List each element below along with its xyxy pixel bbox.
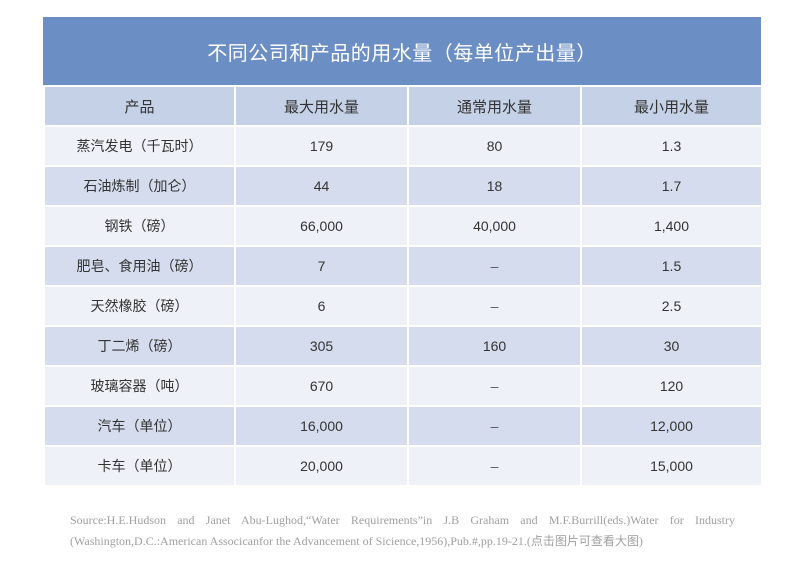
cell-max: 670 bbox=[234, 365, 409, 407]
cell-product: 蒸汽发电（千瓦时） bbox=[43, 125, 236, 167]
cell-typical: – bbox=[407, 285, 582, 327]
table-row: 钢铁（磅） 66,000 40,000 1,400 bbox=[43, 205, 763, 247]
cell-product: 丁二烯（磅） bbox=[43, 325, 236, 367]
table-row: 玻璃容器（吨） 670 – 120 bbox=[43, 365, 763, 407]
cell-min: 12,000 bbox=[580, 405, 763, 447]
table-row: 丁二烯（磅） 305 160 30 bbox=[43, 325, 763, 367]
cell-typical: 160 bbox=[407, 325, 582, 367]
cell-product: 石油炼制（加仑） bbox=[43, 165, 236, 207]
source-line-1: Source:H.E.Hudson and Janet Abu-Lughod,“… bbox=[70, 513, 735, 527]
cell-typical: 18 bbox=[407, 165, 582, 207]
cell-product: 肥皂、食用油（磅） bbox=[43, 245, 236, 287]
table-row: 肥皂、食用油（磅） 7 – 1.5 bbox=[43, 245, 763, 287]
cell-min: 2.5 bbox=[580, 285, 763, 327]
table-row: 汽车（单位） 16,000 – 12,000 bbox=[43, 405, 763, 447]
source-citation: Source:H.E.Hudson and Janet Abu-Lughod,“… bbox=[70, 510, 735, 552]
header-product: 产品 bbox=[43, 85, 236, 127]
cell-max: 20,000 bbox=[234, 445, 409, 487]
cell-max: 16,000 bbox=[234, 405, 409, 447]
header-typical-usage: 通常用水量 bbox=[407, 85, 582, 127]
cell-min: 1,400 bbox=[580, 205, 763, 247]
cell-min: 120 bbox=[580, 365, 763, 407]
header-min-usage: 最小用水量 bbox=[580, 85, 763, 127]
water-usage-table-container: 不同公司和产品的用水量（每单位产出量） 产品 最大用水量 通常用水量 最小用水量… bbox=[43, 17, 763, 487]
cell-max: 6 bbox=[234, 285, 409, 327]
cell-typical: 80 bbox=[407, 125, 582, 167]
cell-min: 1.7 bbox=[580, 165, 763, 207]
cell-product: 汽车（单位） bbox=[43, 405, 236, 447]
cell-min: 30 bbox=[580, 325, 763, 367]
cell-max: 66,000 bbox=[234, 205, 409, 247]
cell-product: 天然橡胶（磅） bbox=[43, 285, 236, 327]
cell-max: 7 bbox=[234, 245, 409, 287]
cell-typical: 40,000 bbox=[407, 205, 582, 247]
table-row: 蒸汽发电（千瓦时） 179 80 1.3 bbox=[43, 125, 763, 167]
cell-max: 44 bbox=[234, 165, 409, 207]
cell-typical: – bbox=[407, 445, 582, 487]
table-row: 石油炼制（加仑） 44 18 1.7 bbox=[43, 165, 763, 207]
cell-min: 1.5 bbox=[580, 245, 763, 287]
cell-max: 305 bbox=[234, 325, 409, 367]
cell-min: 1.3 bbox=[580, 125, 763, 167]
source-line-2: (Washington,D.C.:American Associcanfor t… bbox=[70, 534, 643, 548]
cell-max: 179 bbox=[234, 125, 409, 167]
cell-min: 15,000 bbox=[580, 445, 763, 487]
cell-typical: – bbox=[407, 245, 582, 287]
water-usage-table: 产品 最大用水量 通常用水量 最小用水量 蒸汽发电（千瓦时） 179 80 1.… bbox=[43, 85, 763, 487]
table-header-row: 产品 最大用水量 通常用水量 最小用水量 bbox=[43, 85, 763, 127]
cell-product: 玻璃容器（吨） bbox=[43, 365, 236, 407]
cell-product: 钢铁（磅） bbox=[43, 205, 236, 247]
table-title: 不同公司和产品的用水量（每单位产出量） bbox=[43, 17, 761, 85]
table-row: 天然橡胶（磅） 6 – 2.5 bbox=[43, 285, 763, 327]
cell-product: 卡车（单位） bbox=[43, 445, 236, 487]
cell-typical: – bbox=[407, 405, 582, 447]
header-max-usage: 最大用水量 bbox=[234, 85, 409, 127]
cell-typical: – bbox=[407, 365, 582, 407]
table-row: 卡车（单位） 20,000 – 15,000 bbox=[43, 445, 763, 487]
